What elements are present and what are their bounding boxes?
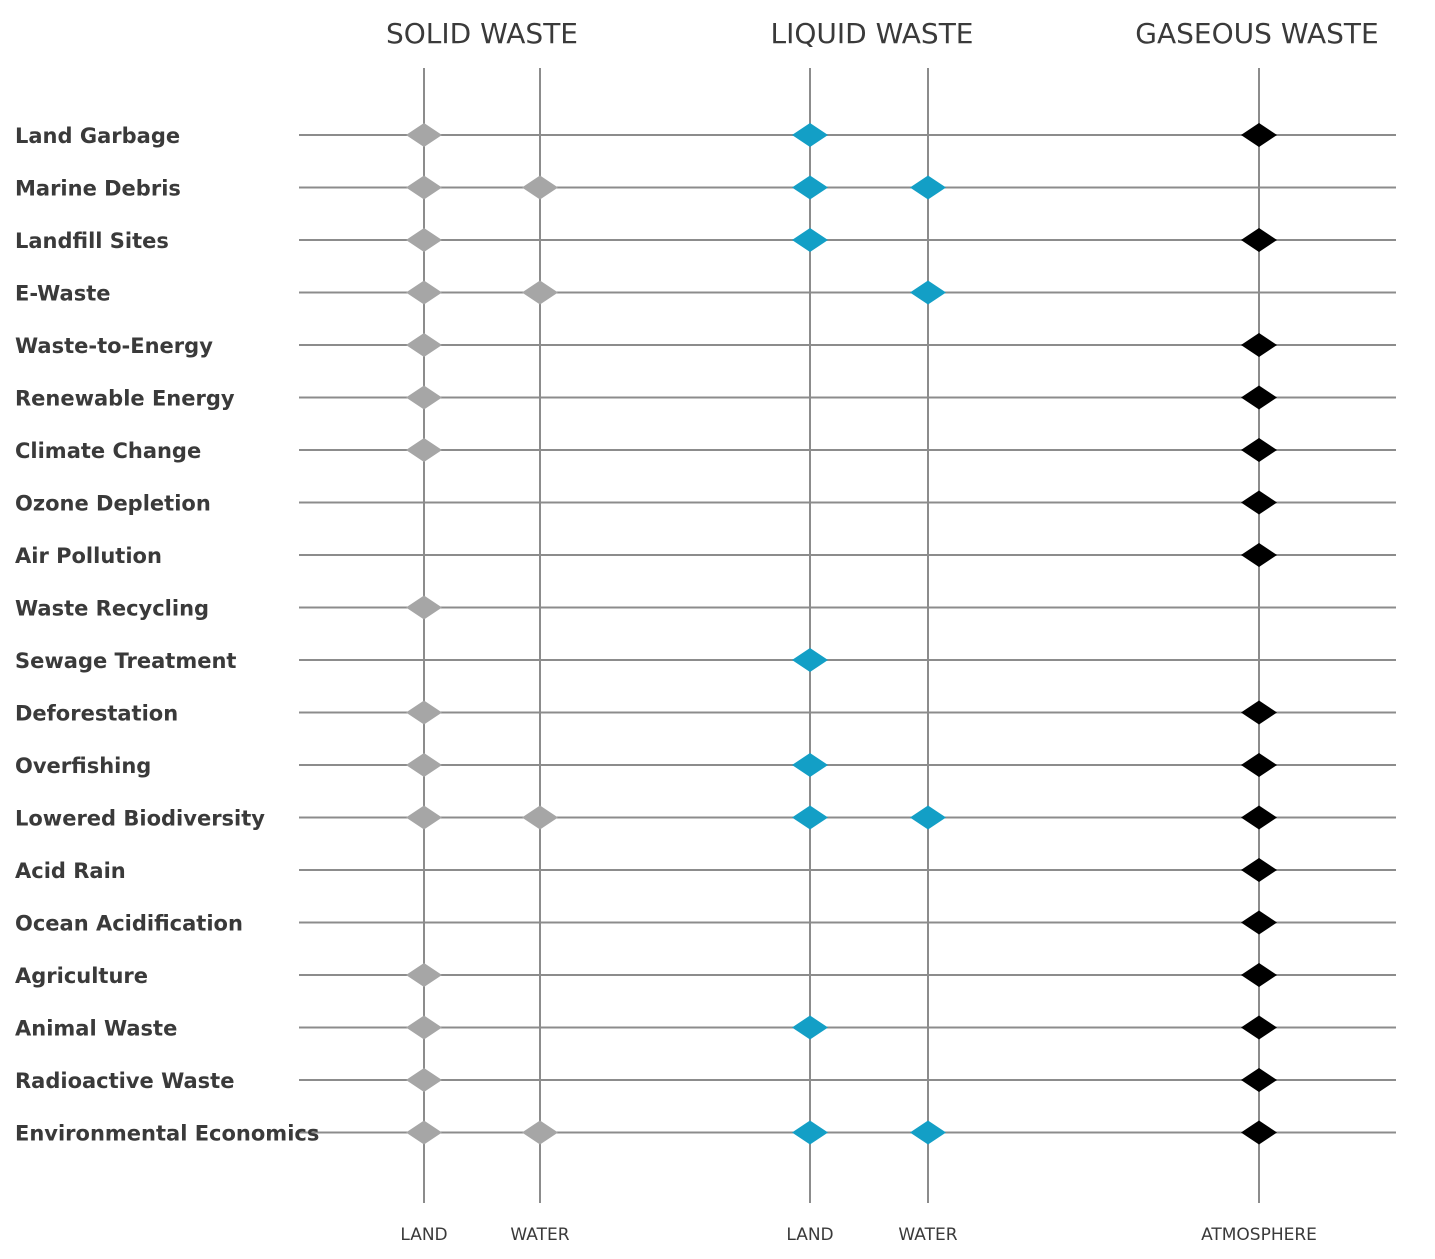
diamond-renewable-energy-solid-waste-land (406, 385, 442, 410)
diamond-ozone-depletion-gaseous-waste-atmosphere (1241, 490, 1277, 515)
column-labels: LAND WATER LAND WATER ATMOSPHERE (400, 1225, 1317, 1245)
row-label-sewage-treatment: Sewage Treatment (15, 649, 236, 673)
diamond-radioactive-waste-gaseous-waste-atmosphere (1241, 1068, 1277, 1092)
row-label-radioactive-waste: Radioactive Waste (15, 1069, 234, 1093)
diamond-overfishing-solid-waste-land (406, 753, 442, 777)
column-label-liquid-waste-land: LAND (786, 1225, 833, 1245)
row-label-acid-rain: Acid Rain (15, 859, 126, 883)
diamond-climate-change-solid-waste-land (406, 438, 442, 462)
diamond-animal-waste-solid-waste-land (406, 1015, 442, 1040)
diamond-acid-rain-gaseous-waste-atmosphere (1241, 858, 1277, 882)
row-label-overfishing: Overfishing (15, 754, 151, 778)
diamond-lowered-biodiversity-solid-waste-land (406, 805, 442, 830)
diamond-lowered-biodiversity-liquid-waste-water (910, 805, 946, 830)
diamond-marine-debris-solid-waste-water (522, 175, 558, 200)
diamond-agriculture-solid-waste-land (406, 963, 442, 987)
diamond-ocean-acidification-gaseous-waste-atmosphere (1241, 910, 1277, 935)
group-label-gaseous-waste: GASEOUS WASTE (1135, 17, 1378, 50)
diamond-climate-change-gaseous-waste-atmosphere (1241, 438, 1277, 462)
diamond-environmental-economics-solid-waste-water (522, 1120, 558, 1145)
group-labels: SOLID WASTE LIQUID WASTE GASEOUS WASTE (386, 17, 1379, 50)
diamond-agriculture-gaseous-waste-atmosphere (1241, 963, 1277, 987)
diamond-air-pollution-gaseous-waste-atmosphere (1241, 543, 1277, 567)
row-label-agriculture: Agriculture (15, 964, 148, 988)
diamond-environmental-economics-liquid-waste-water (910, 1120, 946, 1145)
column-gridlines (423, 68, 1260, 1203)
diamond-markers (406, 123, 1277, 1145)
column-label-gaseous-waste-atmosphere: ATMOSPHERE (1201, 1225, 1317, 1245)
diamond-waste-recycling-solid-waste-land (406, 595, 442, 620)
diamond-marine-debris-liquid-waste-land (792, 175, 828, 200)
diamond-renewable-energy-gaseous-waste-atmosphere (1241, 385, 1277, 410)
row-labels: Land Garbage Marine Debris Landfill Sites E… (15, 124, 319, 1146)
group-label-liquid-waste: LIQUID WASTE (771, 17, 974, 50)
row-label-e-waste: E-Waste (15, 282, 110, 306)
diamond-e-waste-solid-waste-land (406, 280, 442, 305)
row-label-deforestation: Deforestation (15, 702, 178, 726)
diamond-land-garbage-liquid-waste-land (792, 123, 828, 147)
diamond-marine-debris-solid-waste-land (406, 175, 442, 200)
diamond-waste-to-energy-gaseous-waste-atmosphere (1241, 333, 1277, 357)
column-label-solid-waste-land: LAND (400, 1225, 447, 1245)
row-label-waste-to-energy: Waste-to-Energy (15, 334, 213, 358)
row-label-climate-change: Climate Change (15, 439, 201, 463)
diamond-marine-debris-liquid-waste-water (910, 175, 946, 200)
diamond-landfill-sites-liquid-waste-land (792, 228, 828, 252)
diamond-land-garbage-solid-waste-land (406, 123, 442, 147)
diamond-environmental-economics-gaseous-waste-atmosphere (1241, 1120, 1277, 1145)
row-gridlines (299, 134, 1396, 1134)
diamond-environmental-economics-liquid-waste-land (792, 1120, 828, 1145)
diamond-lowered-biodiversity-solid-waste-water (522, 805, 558, 830)
row-label-lowered-biodiversity: Lowered Biodiversity (15, 807, 265, 831)
column-label-solid-waste-water: WATER (510, 1225, 569, 1245)
row-label-renewable-energy: Renewable Energy (15, 387, 235, 411)
row-label-air-pollution: Air Pollution (15, 544, 162, 568)
diamond-lowered-biodiversity-liquid-waste-land (792, 805, 828, 830)
row-label-marine-debris: Marine Debris (15, 177, 181, 201)
row-label-environmental-economics: Environmental Economics (15, 1122, 319, 1146)
diamond-landfill-sites-solid-waste-land (406, 228, 442, 252)
diamond-e-waste-liquid-waste-water (910, 280, 946, 305)
row-label-ozone-depletion: Ozone Depletion (15, 492, 211, 516)
diamond-sewage-treatment-liquid-waste-land (792, 648, 828, 672)
diamond-environmental-economics-solid-waste-land (406, 1120, 442, 1145)
diamond-deforestation-solid-waste-land (406, 700, 442, 725)
diamond-landfill-sites-gaseous-waste-atmosphere (1241, 228, 1277, 252)
diamond-overfishing-gaseous-waste-atmosphere (1241, 753, 1277, 777)
diamond-radioactive-waste-solid-waste-land (406, 1068, 442, 1092)
diamond-lowered-biodiversity-gaseous-waste-atmosphere (1241, 805, 1277, 830)
row-label-land-garbage: Land Garbage (15, 124, 180, 148)
diamond-e-waste-solid-waste-water (522, 280, 558, 305)
row-label-animal-waste: Animal Waste (15, 1017, 177, 1041)
diamond-overfishing-liquid-waste-land (792, 753, 828, 777)
row-label-ocean-acidification: Ocean Acidification (15, 912, 243, 936)
column-label-liquid-waste-water: WATER (898, 1225, 957, 1245)
group-label-solid-waste: SOLID WASTE (386, 17, 578, 50)
row-label-waste-recycling: Waste Recycling (15, 597, 209, 621)
diamond-animal-waste-liquid-waste-land (792, 1015, 828, 1040)
diamond-animal-waste-gaseous-waste-atmosphere (1241, 1015, 1277, 1040)
diamond-deforestation-gaseous-waste-atmosphere (1241, 700, 1277, 725)
diamond-waste-to-energy-solid-waste-land (406, 333, 442, 357)
row-label-landfill-sites: Landfill Sites (15, 229, 169, 253)
diamond-land-garbage-gaseous-waste-atmosphere (1241, 123, 1277, 147)
